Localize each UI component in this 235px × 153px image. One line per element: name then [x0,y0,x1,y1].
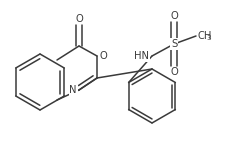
Text: O: O [170,67,178,77]
Text: HN: HN [134,51,149,61]
Text: O: O [99,51,107,61]
Text: N: N [70,85,77,95]
Text: 3: 3 [206,34,211,41]
Text: CH: CH [198,31,212,41]
Text: O: O [75,14,83,24]
Text: S: S [171,39,177,49]
Text: O: O [170,11,178,21]
